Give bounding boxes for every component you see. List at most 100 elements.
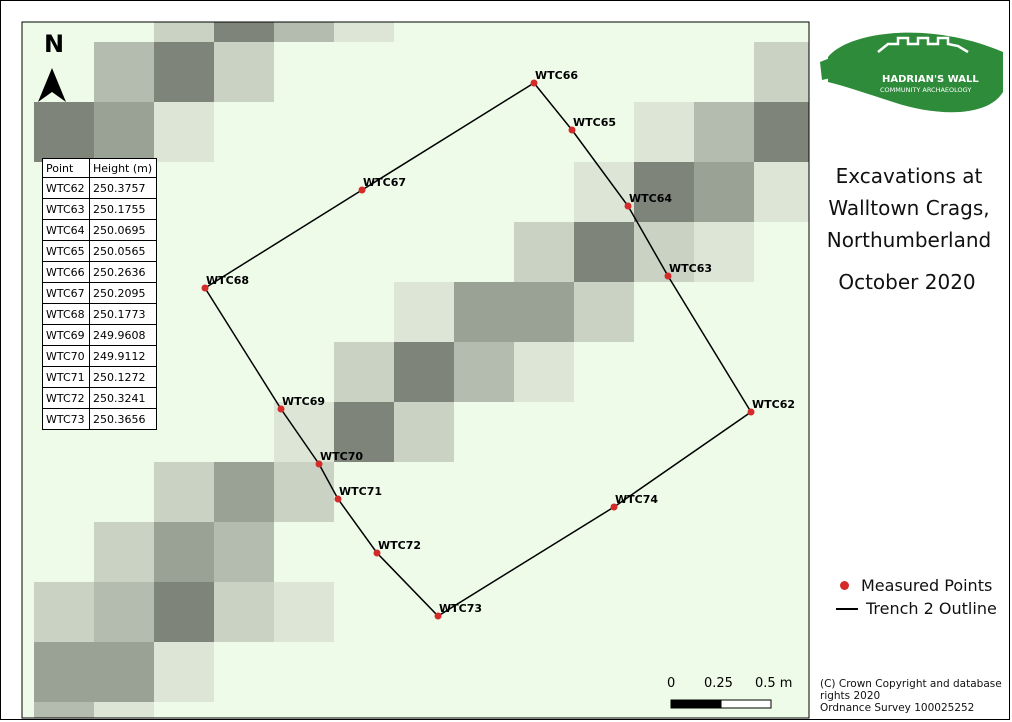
table-header-row: Point Height (m) — [42, 158, 157, 178]
raster-cell — [214, 522, 274, 582]
point-id: WTC63 — [42, 198, 90, 220]
table-row: WTC68 250.1773 — [42, 303, 157, 325]
point-id: WTC69 — [42, 324, 90, 346]
point-marker-wtc67 — [358, 186, 366, 194]
raster-cell — [154, 582, 214, 642]
point-label-wtc64: WTC64 — [629, 192, 672, 205]
table-row: WTC69 249.9608 — [42, 324, 157, 346]
point-marker-wtc73 — [434, 612, 442, 620]
point-marker-wtc71 — [334, 495, 342, 503]
raster-cell — [274, 402, 334, 462]
north-arrow: N — [30, 30, 80, 104]
table-header-point: Point — [42, 158, 90, 178]
point-height: 250.1272 — [89, 366, 157, 388]
raster-cell — [574, 222, 634, 282]
raster-cell — [334, 22, 394, 42]
table-header-height: Height (m) — [89, 158, 157, 178]
raster-cell — [214, 42, 274, 102]
table-row: WTC72 250.3241 — [42, 387, 157, 409]
legend-item-outline: Trench 2 Outline — [836, 597, 997, 620]
raster-cell — [454, 342, 514, 402]
point-label-wtc72: WTC72 — [378, 539, 421, 552]
raster-cell — [274, 462, 334, 522]
point-height: 250.0565 — [89, 240, 157, 262]
hadrians-wall-logo: HADRIAN'S WALL COMMUNITY ARCHAEOLOGY — [820, 32, 1003, 113]
table-row: WTC73 250.3656 — [42, 408, 157, 430]
point-marker-wtc72 — [373, 549, 381, 557]
measured-points: WTC62 WTC63 WTC64 WTC65 WTC66 WTC67 WTC68 WTC69… — [201, 69, 795, 620]
point-marker-wtc62 — [747, 408, 755, 416]
raster-cell — [334, 342, 394, 402]
point-label-wtc66: WTC66 — [535, 69, 578, 82]
title-line-1: Excavations at — [835, 164, 983, 188]
copyright-line-1: (C) Crown Copyright and database — [820, 678, 1002, 690]
raster-cell — [94, 582, 154, 642]
point-id: WTC65 — [42, 240, 90, 262]
raster-cell — [634, 102, 694, 162]
map-date: October 2020 — [838, 270, 976, 294]
table-row: WTC65 250.0565 — [42, 240, 157, 262]
raster-cell — [694, 102, 754, 162]
raster-cell — [754, 162, 809, 222]
raster-cell — [154, 642, 214, 702]
legend: Measured Points Trench 2 Outline — [836, 574, 997, 620]
point-height: 250.3241 — [89, 387, 157, 409]
raster-cell — [94, 102, 154, 162]
raster-cell — [214, 22, 274, 42]
table-row: WTC70 249.9112 — [42, 345, 157, 367]
raster-cell — [154, 42, 214, 102]
point-id: WTC67 — [42, 282, 90, 304]
raster-cell — [94, 642, 154, 702]
raster-cell — [634, 222, 694, 282]
north-letter: N — [44, 30, 65, 58]
point-height: 250.1755 — [89, 198, 157, 220]
copyright-notice: (C) Crown Copyright and database rights … — [820, 678, 1010, 714]
raster-cell — [394, 342, 454, 402]
logo-title: HADRIAN'S WALL — [882, 74, 979, 85]
point-label-wtc62: WTC62 — [752, 398, 795, 411]
raster-cell — [34, 102, 94, 162]
legend-outline-label: Trench 2 Outline — [866, 599, 997, 618]
title-line-3: Northumberland — [826, 228, 992, 252]
point-label-wtc70: WTC70 — [320, 450, 363, 463]
point-marker-wtc68 — [201, 284, 209, 292]
legend-item-points: Measured Points — [836, 574, 997, 597]
trench-outline — [203, 82, 753, 617]
point-marker-wtc64 — [624, 202, 632, 210]
point-height: 250.2636 — [89, 261, 157, 283]
point-label-wtc68: WTC68 — [206, 274, 249, 287]
scale-label-1: 0.25 — [704, 676, 733, 691]
point-label-wtc67: WTC67 — [363, 176, 406, 189]
raster-cell — [154, 462, 214, 522]
scale-label-2: 0.5 m — [755, 676, 793, 691]
point-id: WTC68 — [42, 303, 90, 325]
point-label-wtc71: WTC71 — [339, 485, 382, 498]
logo-subtitle: COMMUNITY ARCHAEOLOGY — [880, 86, 971, 94]
point-height: 250.1773 — [89, 303, 157, 325]
point-height: 250.2095 — [89, 282, 157, 304]
raster-cell — [574, 282, 634, 342]
point-marker-wtc74 — [610, 503, 618, 511]
point-id: WTC73 — [42, 408, 90, 430]
raster-cell — [274, 22, 334, 42]
raster-cell — [754, 42, 809, 102]
raster-cell — [154, 102, 214, 162]
legend-points-label: Measured Points — [861, 576, 993, 595]
raster-cell — [394, 282, 454, 342]
line-icon — [836, 607, 858, 610]
point-id: WTC71 — [42, 366, 90, 388]
raster-cell — [634, 162, 694, 222]
raster-cell — [34, 702, 94, 718]
point-label-wtc63: WTC63 — [669, 262, 712, 275]
title-line-2: Walltown Crags, — [828, 196, 990, 220]
copyright-line-2: rights 2020 — [820, 690, 881, 702]
point-height: 249.9112 — [89, 345, 157, 367]
point-height: 249.9608 — [89, 324, 157, 346]
point-marker-wtc69 — [277, 405, 285, 413]
raster-cell — [154, 22, 214, 42]
point-id: WTC66 — [42, 261, 90, 283]
point-marker-wtc70 — [315, 460, 323, 468]
raster-cell — [454, 282, 514, 342]
